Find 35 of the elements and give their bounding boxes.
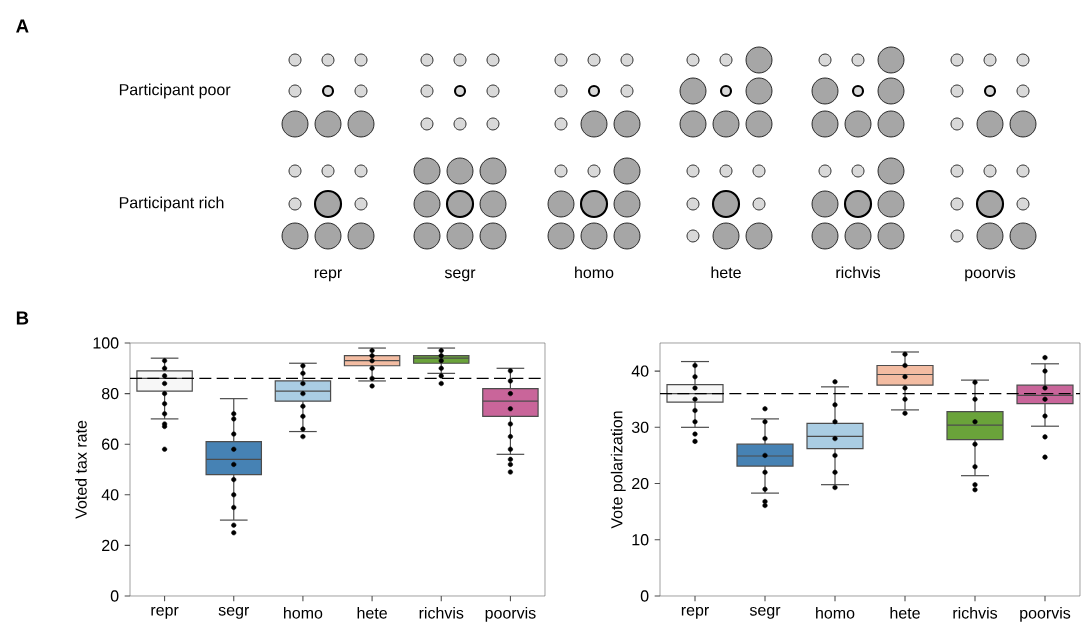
y-tick-label: 40 [101,489,119,501]
y-axis-title: Vote polarization [610,411,626,529]
text: Participant poor [119,83,231,99]
text: A [16,19,29,33]
y-tick-label: 60 [102,438,119,450]
x-tick-label: segr [749,606,781,619]
text: Participant rich [119,196,224,212]
category-label: homo [575,266,614,279]
category-label: poorvis [965,266,1016,282]
x-tick-label: hete [890,606,920,619]
x-tick-label: segr [218,606,250,619]
category-label: richvis [836,266,881,279]
y-tick-label: 100 [93,337,119,349]
category-label: hete [711,266,741,279]
y-tick-label: 0 [640,590,649,602]
x-tick-label: repr [151,606,179,619]
x-tick-label: hete [357,606,387,619]
x-tick-label: repr [681,606,709,619]
y-tick-label: 30 [631,421,649,433]
x-tick-label: homo [816,606,855,619]
y-tick-label: 40 [631,365,649,377]
y-tick-label: 20 [632,477,649,490]
x-tick-label: homo [284,606,323,619]
y-tick-label: 80 [101,387,119,400]
category-label: segr [444,269,476,282]
y-tick-label: 10 [632,534,649,546]
chart-title: B [16,311,29,325]
y-tick-label: 0 [110,590,119,602]
category-label: repr [314,269,342,282]
x-tick-label: poorvis [485,606,536,622]
x-tick-label: richvis [953,606,998,619]
y-axis-title: Voted tax rate [75,420,87,519]
x-tick-label: richvis [419,606,464,619]
y-tick-label: 20 [102,539,119,552]
x-tick-label: poorvis [1020,606,1071,622]
